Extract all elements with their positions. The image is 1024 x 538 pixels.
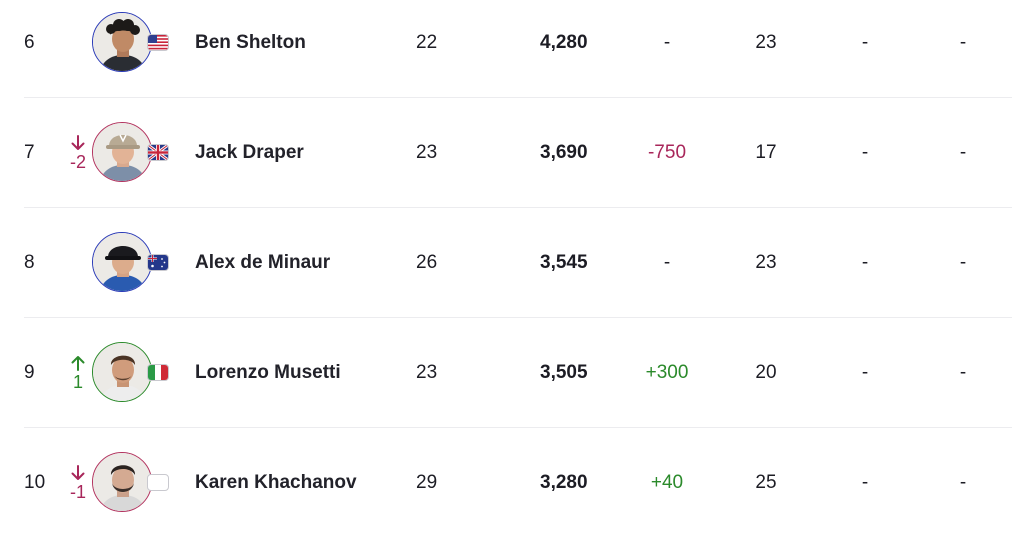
points-cell: 3,545 [540, 252, 588, 273]
row-divider [24, 97, 1012, 98]
extra-cell: - [959, 32, 967, 53]
points-cell: 4,280 [540, 32, 588, 53]
table-row[interactable]: 10 -1 Karen Khachanov 29 3,280 +40 25 - … [0, 428, 1024, 538]
it-flag-icon [147, 364, 169, 381]
rank-movement: 1 [64, 318, 92, 428]
rank-movement-value: 1 [72, 372, 83, 392]
tournaments-cell: 17 [755, 142, 777, 163]
extra-cell: - [959, 362, 967, 383]
extra-cell: - [861, 362, 869, 383]
arrow-down-icon [71, 465, 85, 480]
player-avatar[interactable] [92, 122, 152, 182]
extra-cell: - [861, 252, 869, 273]
age-cell: 23 [416, 142, 438, 163]
rank-cell: 10 [24, 472, 46, 493]
us-flag-icon [147, 34, 169, 51]
age-cell: 29 [416, 472, 438, 493]
points-cell: 3,505 [540, 362, 588, 383]
table-row[interactable]: 9 1 Lorenzo Musetti 23 [0, 318, 1024, 428]
points-cell: 3,690 [540, 142, 588, 163]
rankings-table: 6 Ben Shelton 22 4,280 - [0, 0, 1024, 512]
player-name[interactable]: Jack Draper [195, 142, 304, 163]
tournaments-cell: 23 [755, 32, 777, 53]
tournaments-cell: 23 [755, 252, 777, 273]
arrow-down-icon [71, 135, 85, 150]
rank-cell: 9 [24, 362, 35, 383]
points-change: +40 [650, 472, 684, 493]
extra-cell: - [959, 142, 967, 163]
rank-cell: 6 [24, 32, 35, 53]
player-avatar[interactable] [92, 12, 152, 72]
extra-cell: - [861, 142, 869, 163]
tournaments-cell: 20 [755, 362, 777, 383]
arrow-up-icon [71, 356, 85, 371]
rank-movement: -1 [64, 428, 92, 538]
age-cell: 26 [416, 252, 438, 273]
extra-cell: - [861, 32, 869, 53]
extra-cell: - [861, 472, 869, 493]
player-avatar[interactable] [92, 342, 152, 402]
rank-movement-value: -1 [69, 482, 86, 502]
row-divider [24, 207, 1012, 208]
points-change: -750 [647, 142, 687, 163]
blank-flag-icon [147, 474, 169, 491]
rank-cell: 7 [24, 142, 35, 163]
player-name[interactable]: Ben Shelton [195, 32, 306, 53]
player-name[interactable]: Karen Khachanov [195, 472, 357, 493]
age-cell: 22 [416, 32, 438, 53]
player-avatar[interactable] [92, 232, 152, 292]
rank-movement: -2 [64, 98, 92, 208]
points-change: +300 [645, 362, 689, 383]
table-row[interactable]: 7 -2 [0, 98, 1024, 208]
au-flag-icon [147, 254, 169, 271]
points-change: - [663, 252, 671, 273]
table-row[interactable]: 8 Alex de Minaur 26 3,545 - 23 [0, 208, 1024, 318]
row-divider [24, 317, 1012, 318]
player-avatar[interactable] [92, 452, 152, 512]
row-divider [24, 427, 1012, 428]
points-change: - [663, 32, 671, 53]
age-cell: 23 [416, 362, 438, 383]
extra-cell: - [959, 252, 967, 273]
gb-flag-icon [147, 144, 169, 161]
extra-cell: - [959, 472, 967, 493]
table-row[interactable]: 6 Ben Shelton 22 4,280 - [0, 0, 1024, 98]
rank-movement-value: -2 [69, 152, 86, 172]
rank-cell: 8 [24, 252, 35, 273]
player-name[interactable]: Lorenzo Musetti [195, 362, 341, 383]
player-name[interactable]: Alex de Minaur [195, 252, 331, 273]
tournaments-cell: 25 [755, 472, 777, 493]
points-cell: 3,280 [540, 472, 588, 493]
